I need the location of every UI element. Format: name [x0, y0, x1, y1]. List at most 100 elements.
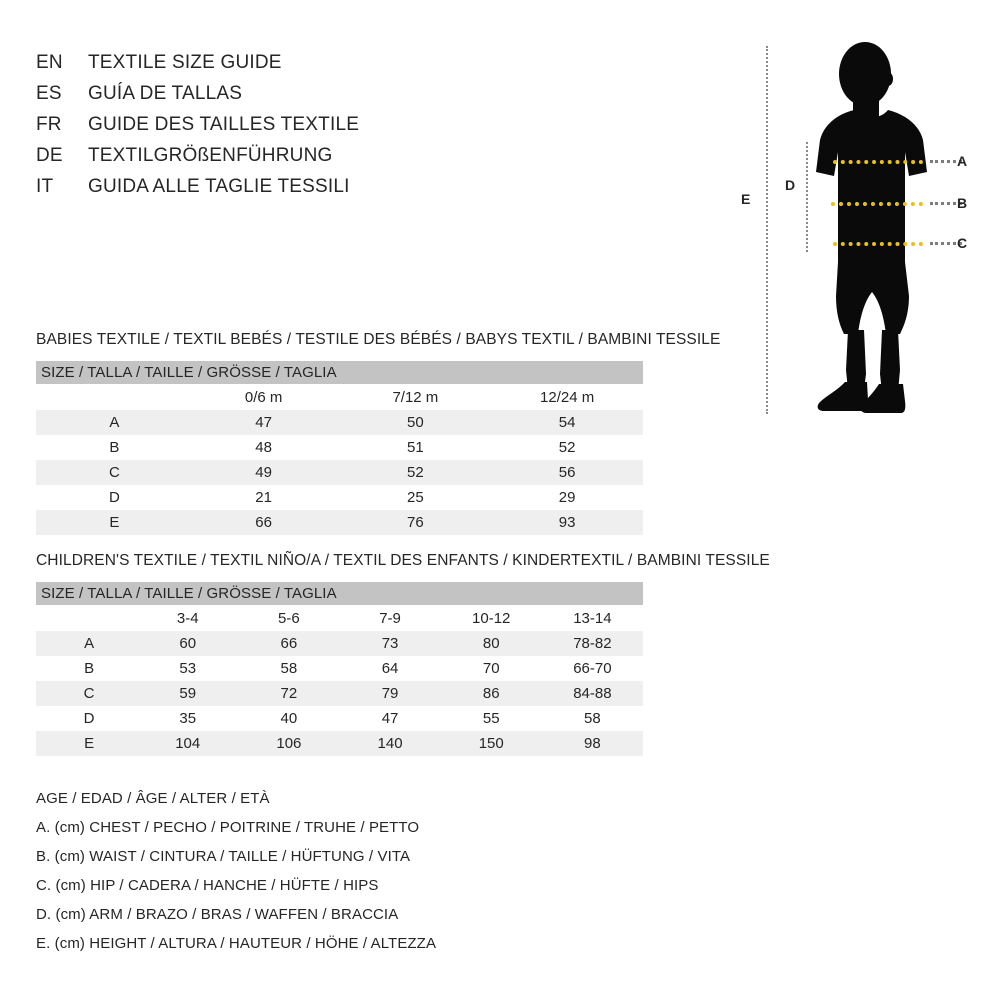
hip-measure-line	[833, 242, 923, 246]
legend-line: E. (cm) HEIGHT / ALTURA / HAUTEUR / HÖHE…	[36, 935, 437, 952]
language-code: EN	[36, 52, 63, 73]
legend-line: C. (cm) HIP / CADERA / HANCHE / HÜFTE / …	[36, 877, 379, 894]
row-label: B	[36, 435, 188, 460]
waist-leader-line	[930, 202, 962, 205]
table-row: C 49 52 56	[36, 460, 643, 485]
language-title: TEXTILE SIZE GUIDE	[88, 52, 282, 73]
language-code: ES	[36, 83, 62, 104]
cell-value: 25	[339, 485, 492, 510]
table-row: E 66 76 93	[36, 510, 643, 535]
row-label: E	[36, 731, 138, 756]
language-title: GUIDE DES TAILLES TEXTILE	[88, 114, 360, 135]
figure-label-b: B	[957, 195, 968, 211]
cell-value: 53	[137, 656, 239, 681]
cell-value: 72	[238, 681, 340, 706]
children-column-header: 5-6	[238, 605, 340, 631]
children-column-header: 3-4	[137, 605, 239, 631]
cell-value: 98	[541, 731, 643, 756]
babies-column-header: 7/12 m	[339, 384, 492, 410]
language-code: FR	[36, 114, 62, 135]
babies-column-header-row: 0/6 m 7/12 m 12/24 m	[36, 384, 643, 410]
cell-value: 59	[137, 681, 239, 706]
figure-label-a: A	[957, 153, 968, 169]
table-row: C 59 72 79 86 84-88	[36, 681, 643, 706]
cell-value: 58	[238, 656, 340, 681]
cell-value: 50	[339, 410, 492, 435]
legend-line: B. (cm) WAIST / CINTURA / TAILLE / HÜFTU…	[36, 848, 411, 865]
table-row: B 53 58 64 70 66-70	[36, 656, 643, 681]
cell-value: 66	[238, 631, 340, 656]
children-column-header: 7-9	[339, 605, 441, 631]
children-column-header: 10-12	[440, 605, 542, 631]
babies-corner-cell	[36, 384, 188, 410]
legend-line: A. (cm) CHEST / PECHO / POITRINE / TRUHE…	[36, 819, 420, 836]
table-row: E 104 106 140 150 98	[36, 731, 643, 756]
child-silhouette-icon	[816, 42, 927, 413]
children-table-header-bar: SIZE / TALLA / TAILLE / GRÖSSE / TAGLIA	[36, 582, 643, 605]
figure-label-c: C	[957, 235, 968, 251]
babies-section-title: BABIES TEXTILE / TEXTIL BEBÉS / TESTILE …	[36, 331, 721, 348]
figure-label-d: D	[785, 177, 796, 193]
language-row: FR GUIDE DES TAILLES TEXTILE	[36, 114, 456, 145]
cell-value: 29	[491, 485, 643, 510]
cell-value: 78-82	[541, 631, 643, 656]
cell-value: 49	[187, 460, 340, 485]
cell-value: 140	[339, 731, 441, 756]
children-section-title: CHILDREN'S TEXTILE / TEXTIL NIÑO/A / TEX…	[36, 552, 770, 569]
cell-value: 35	[137, 706, 239, 731]
cell-value: 47	[339, 706, 441, 731]
cell-value: 47	[187, 410, 340, 435]
hip-leader-line	[930, 242, 962, 245]
language-row: IT GUIDA ALLE TAGLIE TESSILI	[36, 176, 456, 207]
arm-guide-line	[806, 142, 808, 252]
row-label: C	[36, 681, 138, 706]
cell-value: 104	[137, 731, 239, 756]
cell-value: 52	[339, 460, 492, 485]
cell-value: 51	[339, 435, 492, 460]
waist-measure-line	[831, 202, 923, 206]
babies-textile-table-block: BABIES TEXTILE / TEXTIL BEBÉS / TESTILE …	[36, 331, 721, 535]
babies-column-header: 0/6 m	[187, 384, 340, 410]
language-row: DE TEXTILGRÖßENFÜHRUNG	[36, 145, 456, 176]
cell-value: 76	[339, 510, 492, 535]
cell-value: 60	[137, 631, 239, 656]
measurement-figure-diagram: E D A B C	[700, 20, 1000, 420]
row-label: D	[36, 485, 188, 510]
language-header-block: EN TEXTILE SIZE GUIDE ES GUÍA DE TALLAS …	[36, 52, 456, 207]
cell-value: 56	[491, 460, 643, 485]
row-label: C	[36, 460, 188, 485]
chest-measure-line	[833, 160, 923, 164]
row-label: B	[36, 656, 138, 681]
children-column-header-row: 3-4 5-6 7-9 10-12 13-14	[36, 605, 643, 631]
babies-table-header-bar: SIZE / TALLA / TAILLE / GRÖSSE / TAGLIA	[36, 361, 643, 384]
language-title: GUÍA DE TALLAS	[88, 83, 243, 104]
row-label: A	[36, 631, 138, 656]
cell-value: 40	[238, 706, 340, 731]
cell-value: 106	[238, 731, 340, 756]
cell-value: 84-88	[541, 681, 643, 706]
cell-value: 150	[440, 731, 542, 756]
height-guide-line	[766, 46, 768, 414]
table-row: B 48 51 52	[36, 435, 643, 460]
table-row: D 35 40 47 55 58	[36, 706, 643, 731]
cell-value: 54	[491, 410, 643, 435]
legend-line: D. (cm) ARM / BRAZO / BRAS / WAFFEN / BR…	[36, 906, 399, 923]
cell-value: 64	[339, 656, 441, 681]
cell-value: 55	[440, 706, 542, 731]
cell-value: 21	[187, 485, 340, 510]
children-size-table: SIZE / TALLA / TAILLE / GRÖSSE / TAGLIA …	[36, 582, 643, 756]
cell-value: 58	[541, 706, 643, 731]
cell-value: 66	[187, 510, 340, 535]
cell-value: 73	[339, 631, 441, 656]
row-label: A	[36, 410, 188, 435]
cell-value: 48	[187, 435, 340, 460]
table-row: A 47 50 54	[36, 410, 643, 435]
babies-size-table: SIZE / TALLA / TAILLE / GRÖSSE / TAGLIA …	[36, 361, 643, 535]
babies-column-header: 12/24 m	[491, 384, 643, 410]
children-column-header: 13-14	[541, 605, 643, 631]
language-title: TEXTILGRÖßENFÜHRUNG	[88, 145, 333, 166]
children-textile-table-block: CHILDREN'S TEXTILE / TEXTIL NIÑO/A / TEX…	[36, 552, 770, 756]
table-row: A 60 66 73 80 78-82	[36, 631, 643, 656]
children-header-bar-label: SIZE / TALLA / TAILLE / GRÖSSE / TAGLIA	[36, 582, 643, 605]
cell-value: 66-70	[541, 656, 643, 681]
